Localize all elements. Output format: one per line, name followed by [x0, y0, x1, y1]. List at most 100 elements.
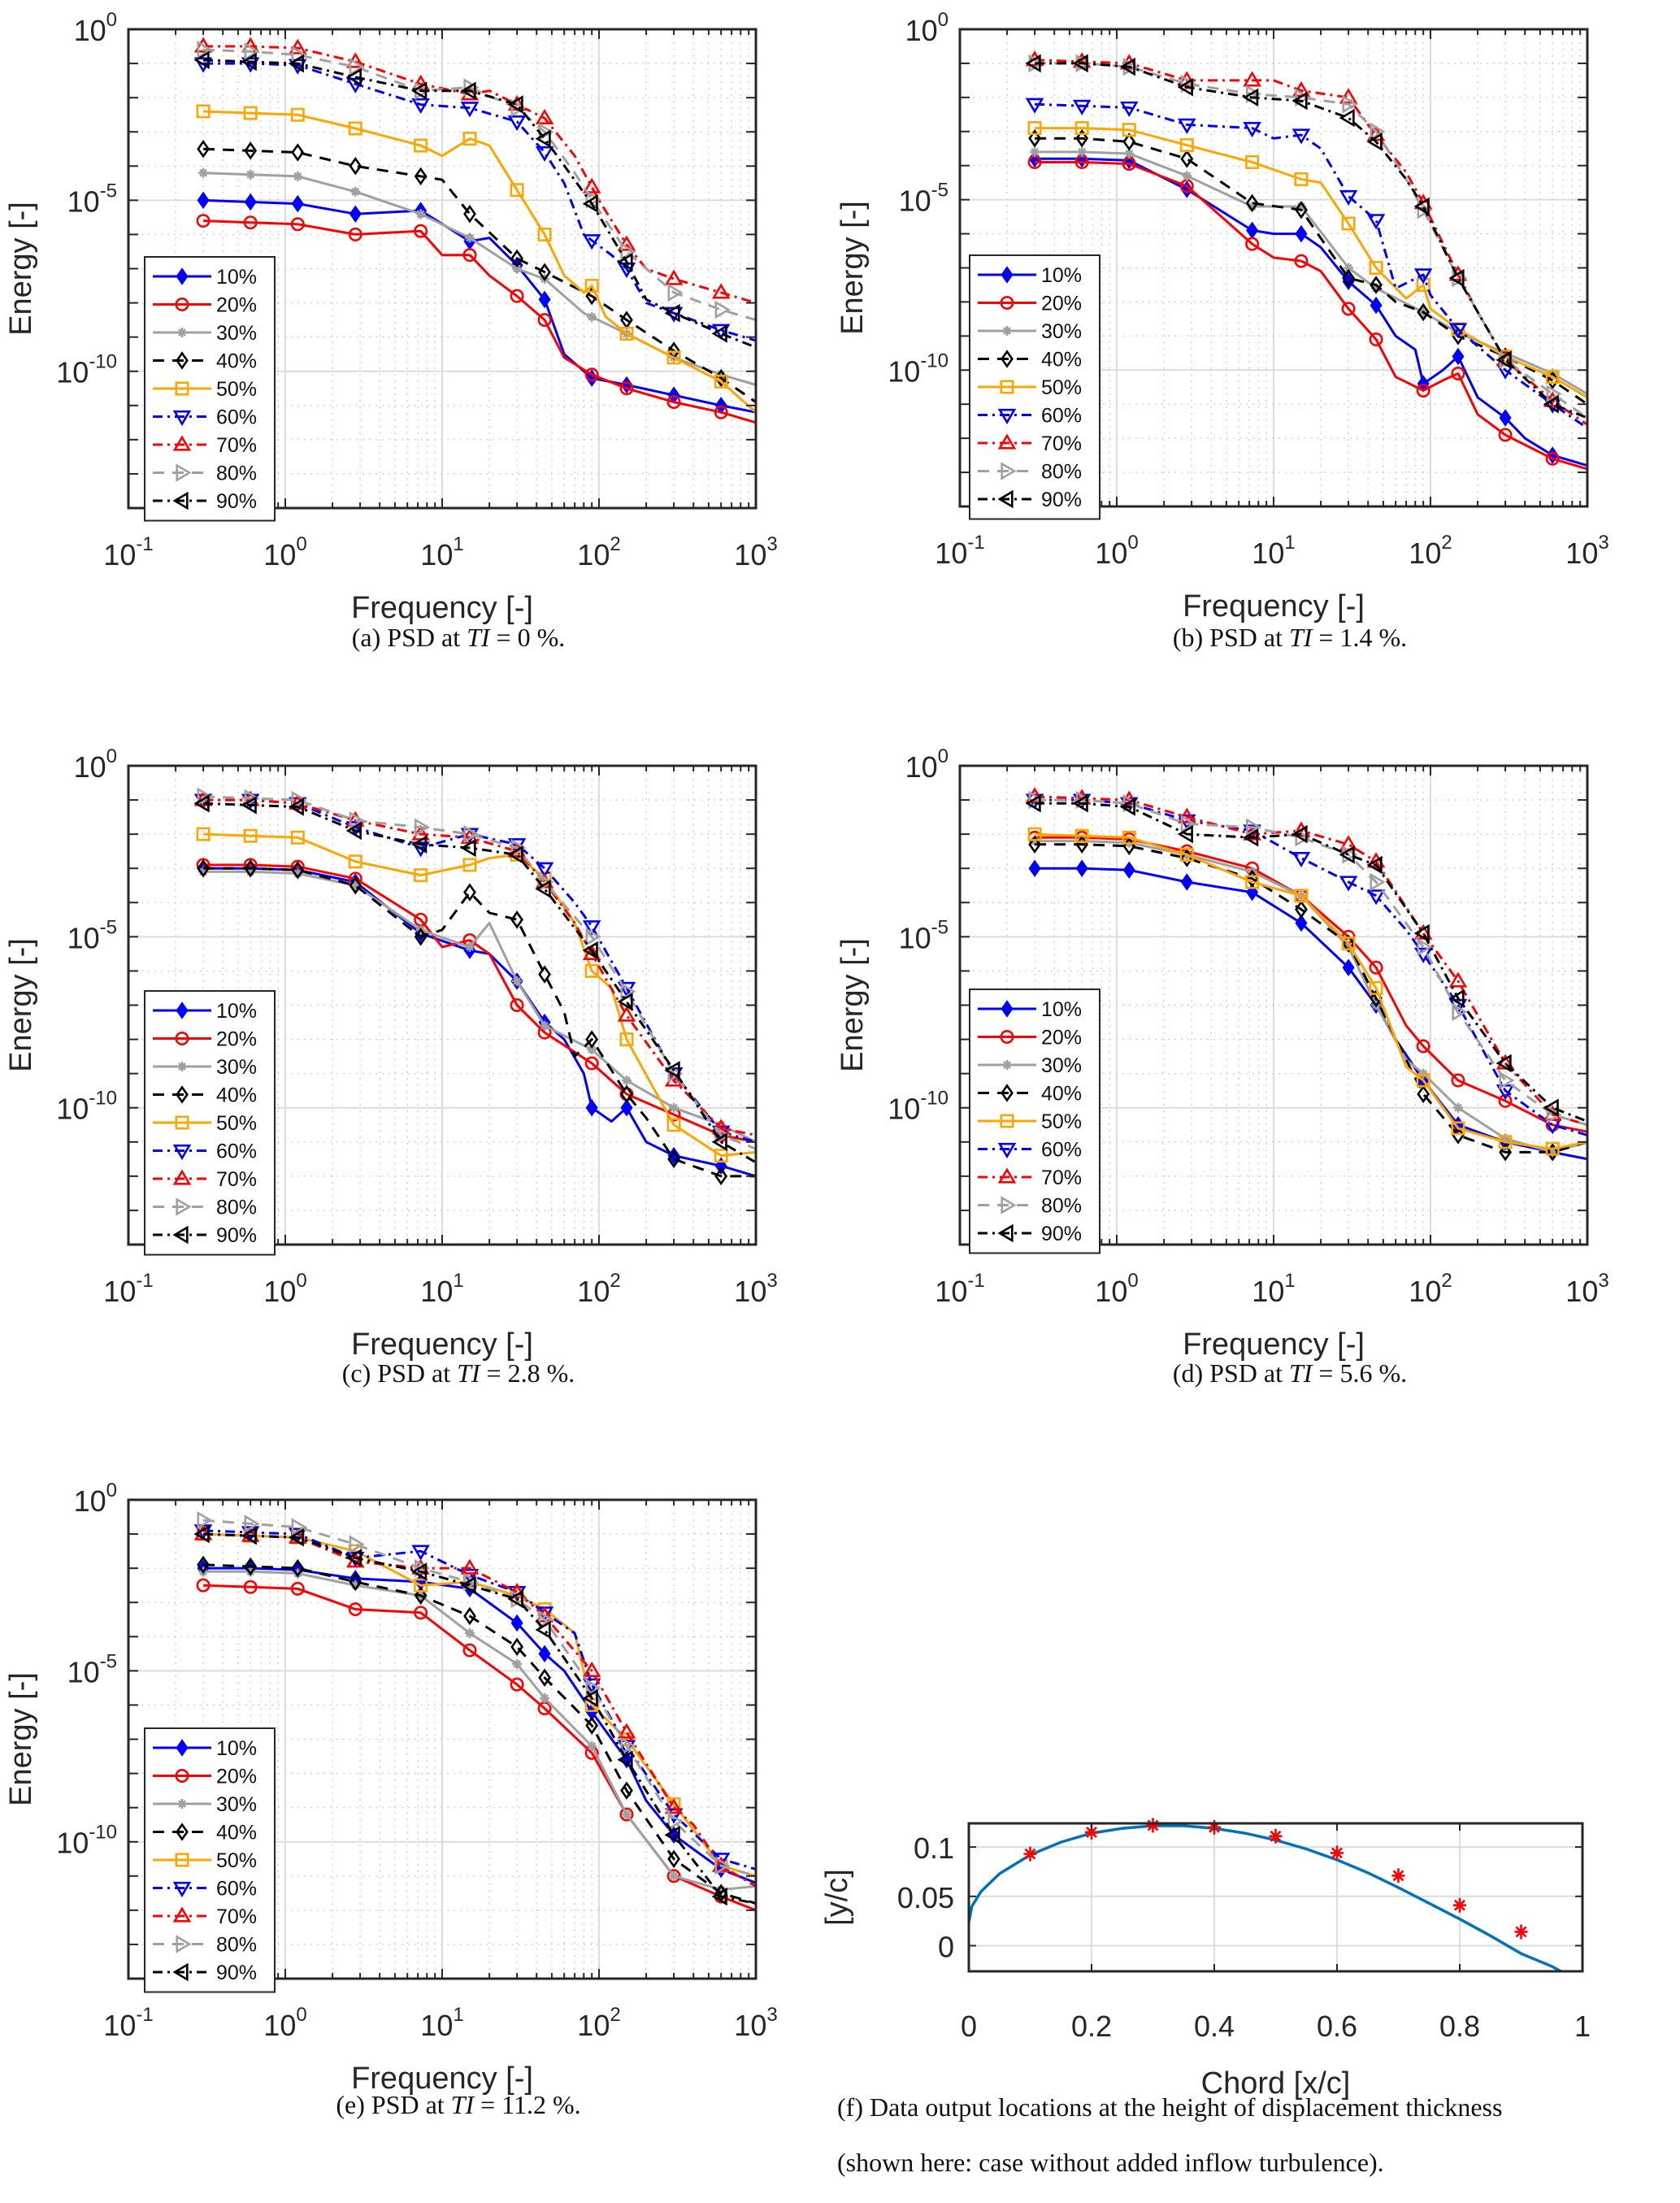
data-point-marker — [1339, 189, 1358, 206]
data-point-marker — [244, 193, 257, 211]
series-line-70pct — [203, 45, 756, 305]
data-point-marker — [510, 838, 527, 858]
data-point-marker — [510, 249, 523, 268]
data-point-marker — [538, 1668, 551, 1688]
legend-marker — [176, 1935, 192, 1953]
series-line-50pct — [203, 110, 756, 414]
series-line-60pct — [203, 1529, 756, 1871]
tick-exponent: 0 — [938, 9, 949, 31]
output-location-marker — [1453, 1897, 1466, 1913]
legend-marker — [1001, 1084, 1014, 1102]
x-tick-label: 103 — [734, 2004, 777, 2042]
data-point-marker — [1370, 122, 1386, 141]
data-point-marker — [349, 205, 362, 223]
y-tick-label: 10-5 — [67, 180, 117, 218]
series-group — [193, 1510, 756, 1912]
legend-marker — [177, 328, 187, 337]
data-point-marker — [1342, 94, 1358, 114]
data-point-marker — [711, 1132, 727, 1152]
legend-label: 10% — [1041, 998, 1082, 1021]
data-point-marker — [1025, 787, 1044, 803]
data-point-marker — [619, 326, 634, 341]
legend-label: 30% — [216, 1056, 257, 1079]
y-tick-label: 100 — [74, 1480, 117, 1518]
legend-marker — [176, 351, 189, 370]
tick-exponent: 2 — [1441, 532, 1452, 554]
data-point-marker — [1499, 1071, 1515, 1090]
x-tick-label: 0.8 — [1439, 2010, 1480, 2043]
tick-base: 10 — [935, 1275, 967, 1308]
y-tick-label: 10-10 — [56, 1822, 117, 1860]
y-tick-label: 100 — [74, 9, 117, 47]
data-point-marker — [414, 868, 428, 883]
data-point-marker — [1243, 71, 1261, 87]
data-point-marker — [1294, 889, 1309, 903]
tick-base: 10 — [1095, 1275, 1127, 1308]
caption-math: TI — [457, 1358, 481, 1388]
data-point-marker — [349, 811, 365, 830]
data-point-marker — [621, 1810, 632, 1820]
tick-exponent: 0 — [296, 533, 306, 555]
legend-marker — [176, 1002, 189, 1019]
tick-exponent: 2 — [610, 533, 620, 555]
x-tick-label: 100 — [263, 1270, 306, 1308]
data-point-marker — [414, 167, 428, 186]
data-point-marker — [1448, 268, 1465, 288]
data-point-marker — [585, 1098, 598, 1117]
data-point-marker — [1025, 54, 1041, 73]
data-point-marker — [664, 1826, 680, 1845]
data-point-marker — [584, 279, 599, 293]
data-point-marker — [535, 146, 554, 163]
x-tick-label: 10-1 — [935, 532, 984, 570]
series-line-90pct — [203, 802, 756, 1164]
data-point-marker — [711, 324, 727, 343]
data-point-marker — [288, 1528, 304, 1547]
tick-base: 10 — [56, 1827, 89, 1860]
data-point-marker — [196, 104, 211, 119]
data-point-marker — [538, 965, 551, 984]
data-point-marker — [1294, 172, 1309, 186]
data-point-marker — [411, 74, 430, 90]
data-point-marker — [1339, 108, 1355, 128]
panel-caption: (c) PSD at TI = 2.8 %. — [342, 1358, 575, 1388]
legend-marker — [172, 1962, 189, 1982]
data-point-marker — [1543, 1098, 1559, 1117]
data-point-marker — [664, 269, 684, 285]
data-point-marker — [293, 1568, 303, 1579]
legend-item: 60% — [978, 1139, 1082, 1162]
series-group — [969, 1824, 1562, 1971]
tick-exponent: 3 — [766, 533, 777, 555]
data-point-marker — [587, 1740, 597, 1751]
data-point-marker — [1291, 821, 1311, 837]
data-point-marker — [348, 1602, 362, 1617]
data-point-marker — [1451, 1073, 1465, 1088]
tick-exponent: 2 — [610, 2004, 620, 2026]
data-point-marker — [463, 883, 476, 902]
data-point-marker — [1077, 146, 1087, 157]
data-point-marker — [1546, 385, 1562, 403]
data-point-marker — [714, 374, 728, 389]
caption-prefix: (c) PSD at — [342, 1358, 457, 1388]
data-point-marker — [1243, 88, 1259, 107]
data-point-marker — [1448, 323, 1468, 339]
data-point-marker — [585, 928, 601, 946]
data-point-marker — [1413, 268, 1433, 285]
data-point-marker — [349, 157, 362, 176]
data-point-marker — [290, 830, 305, 845]
panel-caption: (d) PSD at TI = 5.6 %. — [1173, 1358, 1407, 1388]
y-axis-label: Energy [-] — [836, 201, 870, 335]
output-location-marker — [1331, 1845, 1344, 1861]
y-tick-label: 100 — [74, 745, 117, 784]
data-point-marker — [1452, 327, 1465, 345]
data-point-marker — [244, 789, 260, 808]
y-tick-label: 100 — [905, 9, 949, 47]
tick-base: 10 — [1252, 537, 1284, 570]
x-tick-label: 1 — [1574, 2010, 1591, 2043]
series-line-40pct — [203, 1563, 756, 1905]
data-point-marker — [193, 794, 210, 813]
series-line-90pct — [1035, 62, 1587, 419]
data-point-marker — [414, 1586, 428, 1606]
data-point-marker — [288, 54, 304, 73]
legend-marker — [176, 267, 189, 285]
data-point-marker — [1416, 1073, 1430, 1088]
